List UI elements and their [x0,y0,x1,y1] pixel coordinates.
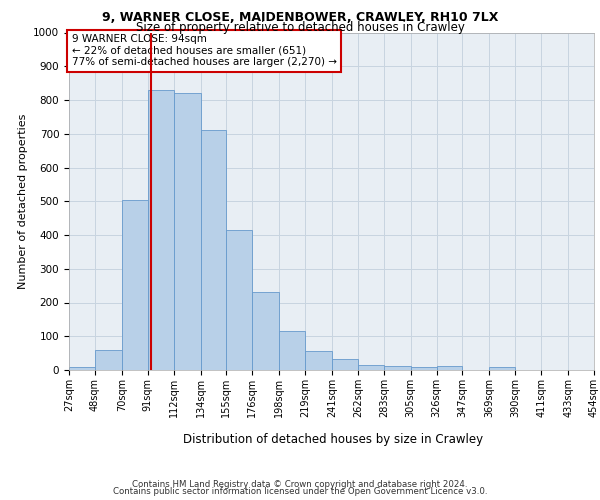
Text: Contains HM Land Registry data © Crown copyright and database right 2024.: Contains HM Land Registry data © Crown c… [132,480,468,489]
Bar [226,230,252,370]
Bar [148,90,173,370]
Bar [95,350,122,370]
Bar [173,93,200,370]
Text: Contains public sector information licensed under the Open Government Licence v3: Contains public sector information licen… [113,488,487,496]
Bar [411,368,437,370]
Bar [200,130,226,370]
Text: Distribution of detached houses by size in Crawley: Distribution of detached houses by size … [183,432,483,446]
Text: 9, WARNER CLOSE, MAIDENBOWER, CRAWLEY, RH10 7LX: 9, WARNER CLOSE, MAIDENBOWER, CRAWLEY, R… [102,11,498,24]
Bar [305,352,332,370]
Bar [122,200,148,370]
Bar [437,366,463,370]
Bar [384,366,411,370]
Bar [252,292,279,370]
Bar [279,331,305,370]
Bar [358,365,384,370]
Y-axis label: Number of detached properties: Number of detached properties [17,114,28,289]
Bar [490,368,515,370]
Text: Size of property relative to detached houses in Crawley: Size of property relative to detached ho… [136,21,464,34]
Text: 9 WARNER CLOSE: 94sqm
← 22% of detached houses are smaller (651)
77% of semi-det: 9 WARNER CLOSE: 94sqm ← 22% of detached … [71,34,337,68]
Bar [69,368,95,370]
Bar [332,359,358,370]
